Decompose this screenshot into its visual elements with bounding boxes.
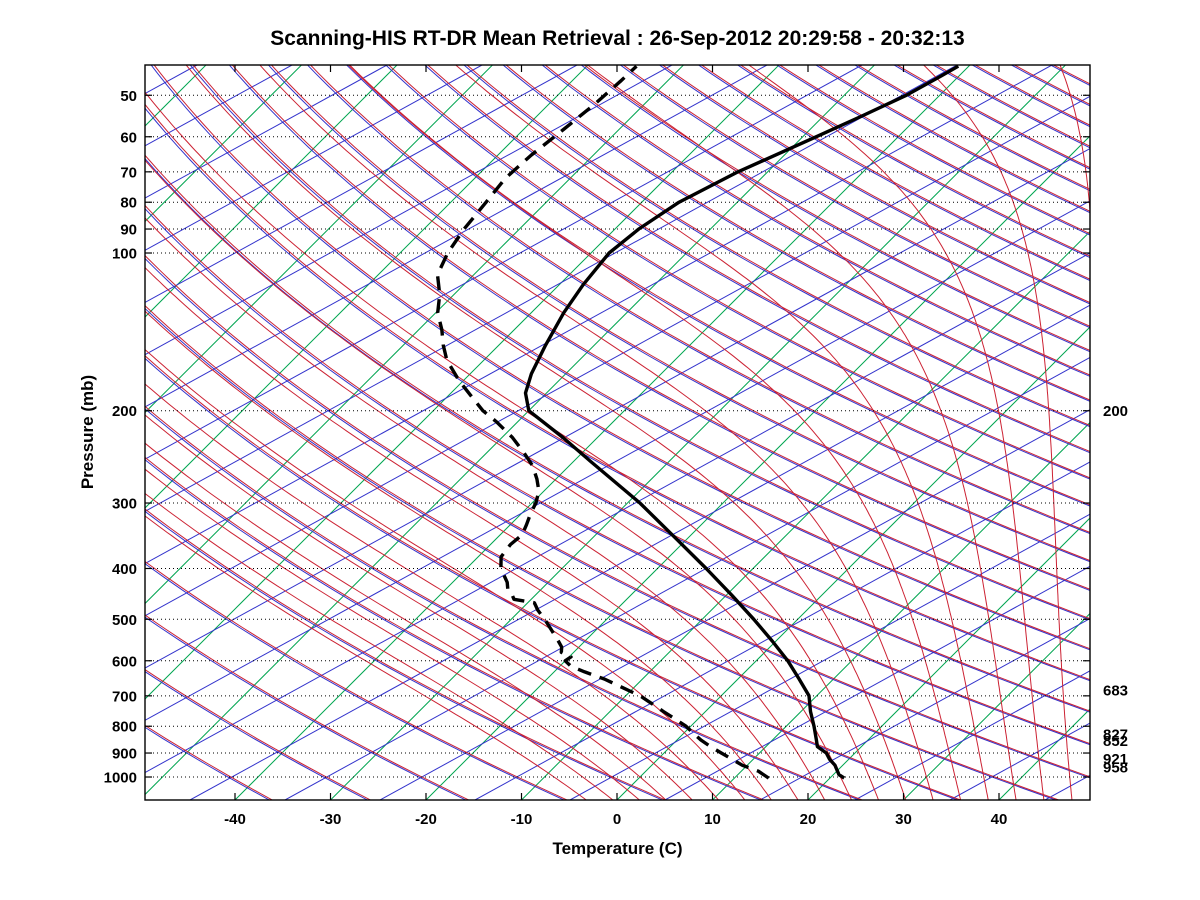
x-tick-labels: -40 -30 -20 -10 0 10 20 30 40 [224, 811, 1007, 828]
svg-text:400: 400 [112, 561, 137, 578]
svg-text:10: 10 [704, 811, 721, 828]
svg-text:-40: -40 [224, 811, 246, 828]
dewpoint-profile-line [435, 65, 770, 780]
svg-text:200: 200 [112, 403, 137, 420]
svg-text:1000: 1000 [104, 770, 137, 787]
svg-text:-10: -10 [511, 811, 533, 828]
svg-text:70: 70 [120, 164, 137, 181]
svg-text:60: 60 [120, 129, 137, 146]
svg-text:683: 683 [1103, 683, 1128, 700]
chart-title: Scanning-HIS RT-DR Mean Retrieval : 26-S… [270, 27, 965, 50]
plot-area [145, 65, 1090, 800]
svg-text:50: 50 [120, 88, 137, 105]
x-axis-title: Temperature (C) [552, 839, 683, 858]
svg-text:300: 300 [112, 496, 137, 513]
svg-text:100: 100 [112, 246, 137, 263]
y-tick-labels: 50 60 70 80 90 100 200 300 400 500 600 700 800 900 100… [104, 88, 137, 787]
y-axis-title: Pressure (mb) [78, 374, 97, 490]
svg-text:800: 800 [112, 719, 137, 736]
svg-text:-20: -20 [415, 811, 437, 828]
svg-text:921: 921 [1103, 751, 1128, 768]
svg-text:700: 700 [112, 688, 137, 705]
svg-text:80: 80 [120, 195, 137, 212]
pressure-gridlines [145, 94, 1090, 778]
svg-text:852: 852 [1103, 733, 1128, 750]
svg-text:600: 600 [112, 653, 137, 670]
svg-text:0: 0 [613, 811, 621, 828]
axis-ticks [145, 65, 1090, 800]
svg-text:500: 500 [112, 612, 137, 629]
svg-text:40: 40 [991, 811, 1008, 828]
svg-text:900: 900 [112, 746, 137, 763]
svg-text:827: 827 [1103, 726, 1128, 743]
svg-text:-30: -30 [320, 811, 342, 828]
svg-text:30: 30 [895, 811, 912, 828]
temperature-profile-line [523, 65, 960, 780]
svg-text:90: 90 [120, 222, 137, 239]
svg-text:20: 20 [800, 811, 817, 828]
svg-text:200: 200 [1103, 403, 1128, 420]
svg-text:958: 958 [1103, 760, 1128, 777]
moist-adiabat-lines [145, 65, 1090, 800]
